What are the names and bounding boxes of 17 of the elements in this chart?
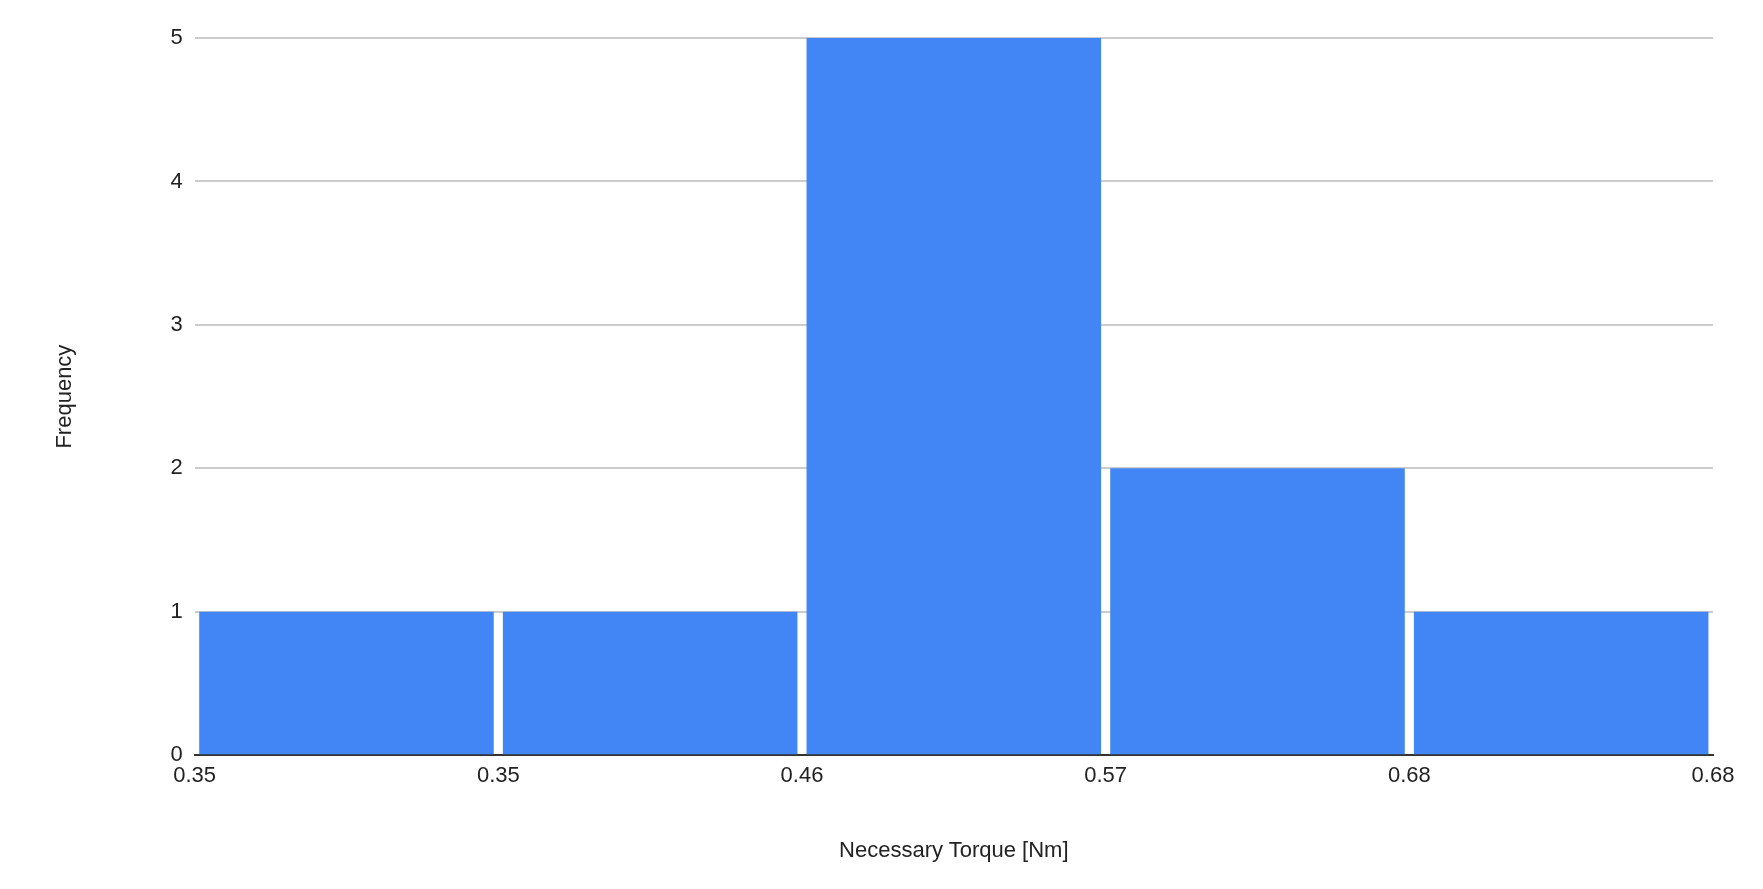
x-axis-title: Necessary Torque [Nm] bbox=[839, 836, 1069, 862]
bar bbox=[1110, 468, 1405, 755]
bar bbox=[502, 611, 798, 755]
bar bbox=[806, 38, 1102, 755]
text: 0.35 bbox=[476, 762, 520, 788]
y-tick-label: 3 bbox=[170, 310, 183, 336]
y-tick-label: 2 bbox=[170, 454, 183, 480]
text: 0.68 bbox=[1691, 762, 1735, 788]
text: 0.68 bbox=[1387, 762, 1431, 788]
y-axis-title: Frequency bbox=[51, 344, 77, 449]
y-tick-label: 1 bbox=[170, 597, 183, 623]
y-tick-label: 5 bbox=[170, 24, 183, 50]
text: 0.57 bbox=[1084, 762, 1128, 788]
bar bbox=[1413, 611, 1709, 755]
text: 0.46 bbox=[780, 762, 824, 788]
bar bbox=[199, 611, 494, 755]
y-tick-label: 4 bbox=[170, 167, 183, 193]
